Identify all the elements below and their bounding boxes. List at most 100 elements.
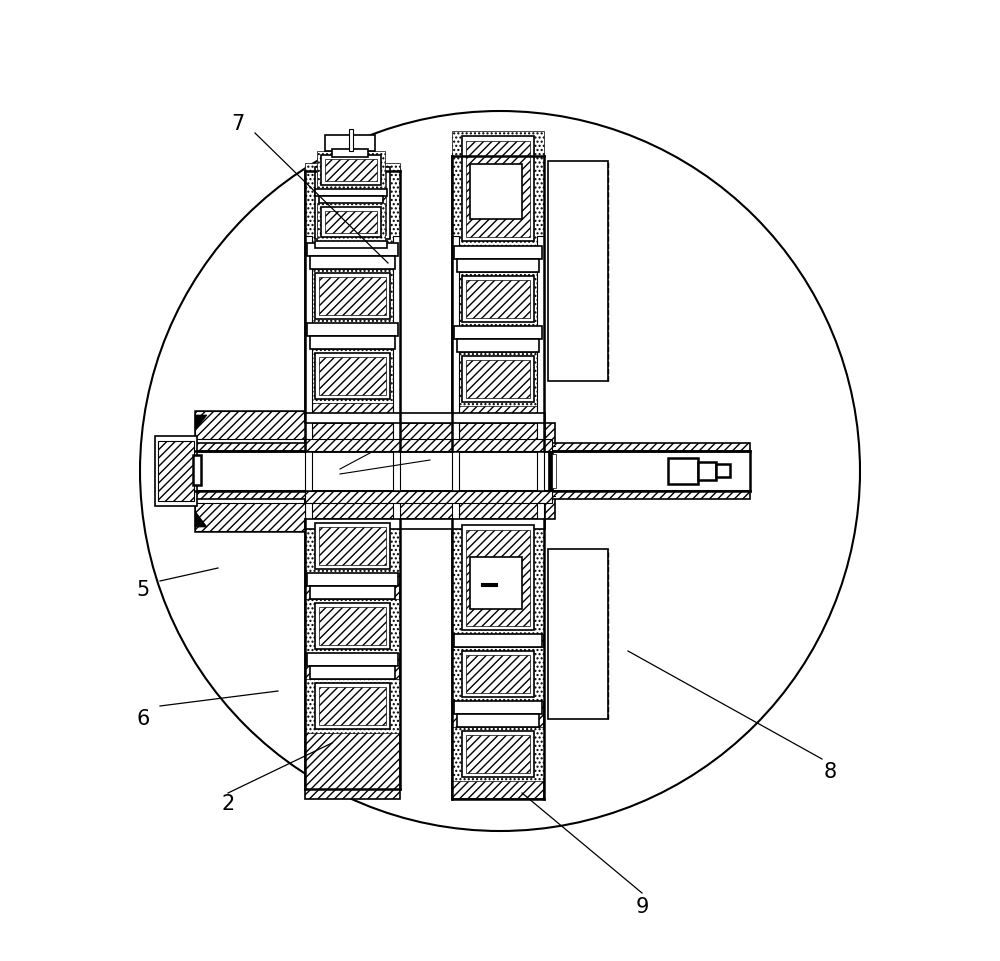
Circle shape (140, 111, 860, 831)
Bar (454, 634, 542, 648)
Bar (452, 273, 544, 327)
Bar (548, 550, 608, 719)
Bar (305, 491, 545, 520)
Bar (305, 439, 552, 452)
Bar (548, 452, 553, 491)
Bar (305, 600, 400, 653)
Bar (393, 169, 400, 454)
Bar (462, 277, 534, 323)
Bar (305, 520, 400, 574)
Bar (305, 413, 545, 424)
Bar (195, 411, 305, 531)
Bar (462, 526, 534, 630)
Bar (325, 136, 375, 152)
Bar (466, 655, 530, 693)
Bar (307, 653, 398, 666)
Bar (315, 683, 390, 729)
Bar (305, 172, 400, 452)
Bar (466, 281, 530, 319)
Bar (332, 150, 368, 158)
Bar (452, 154, 459, 454)
Bar (317, 152, 385, 190)
Bar (310, 336, 395, 350)
Bar (155, 436, 197, 506)
Bar (307, 324, 398, 336)
Bar (305, 236, 312, 522)
Bar (457, 259, 539, 273)
Bar (307, 574, 398, 586)
Bar (315, 524, 390, 570)
Bar (195, 452, 750, 491)
Bar (462, 652, 534, 698)
Bar (319, 278, 386, 315)
Bar (315, 604, 390, 650)
Bar (325, 160, 377, 182)
Bar (307, 244, 398, 257)
Text: 5: 5 (136, 579, 150, 600)
Bar (466, 530, 530, 627)
Bar (552, 455, 556, 488)
Bar (305, 424, 555, 452)
Bar (452, 520, 544, 634)
Bar (305, 424, 545, 452)
Bar (319, 607, 386, 646)
Bar (452, 648, 544, 702)
Bar (349, 130, 353, 152)
Text: 2: 2 (221, 793, 235, 813)
Bar (452, 157, 544, 452)
Bar (158, 441, 194, 502)
Bar (310, 666, 395, 679)
Bar (315, 354, 390, 400)
Polygon shape (195, 511, 207, 528)
Bar (462, 136, 534, 242)
Bar (454, 327, 542, 339)
Bar (454, 247, 542, 259)
Bar (315, 274, 390, 320)
Bar (466, 360, 530, 399)
Bar (305, 350, 400, 404)
Bar (457, 714, 539, 727)
Bar (452, 132, 544, 247)
Bar (305, 679, 400, 733)
Bar (305, 169, 312, 454)
Bar (195, 444, 750, 452)
Bar (319, 687, 386, 726)
Bar (393, 236, 400, 522)
Bar (195, 491, 750, 500)
Bar (319, 172, 386, 235)
Bar (315, 168, 390, 239)
Bar (305, 520, 545, 530)
Bar (698, 462, 716, 480)
Text: 8: 8 (823, 761, 837, 781)
Bar (310, 257, 395, 270)
Bar (454, 702, 542, 714)
Bar (321, 156, 381, 185)
Bar (315, 242, 387, 249)
Bar (466, 142, 530, 237)
Bar (305, 520, 400, 800)
Bar (470, 165, 522, 220)
Bar (195, 411, 305, 439)
Bar (319, 528, 386, 565)
Bar (317, 204, 385, 242)
Bar (310, 586, 395, 600)
Bar (305, 270, 400, 324)
Text: 9: 9 (635, 896, 649, 916)
Bar (452, 353, 544, 407)
Bar (305, 163, 400, 244)
Bar (315, 190, 387, 197)
Text: 6: 6 (136, 708, 150, 728)
Bar (319, 197, 383, 204)
Bar (457, 339, 539, 353)
Bar (537, 236, 544, 522)
Bar (462, 731, 534, 777)
Bar (305, 491, 555, 520)
Bar (462, 357, 534, 403)
Bar (319, 357, 386, 396)
Polygon shape (195, 415, 207, 431)
Bar (716, 464, 730, 478)
Bar (470, 557, 522, 609)
Bar (668, 458, 698, 484)
Bar (537, 154, 544, 454)
Bar (452, 520, 544, 800)
